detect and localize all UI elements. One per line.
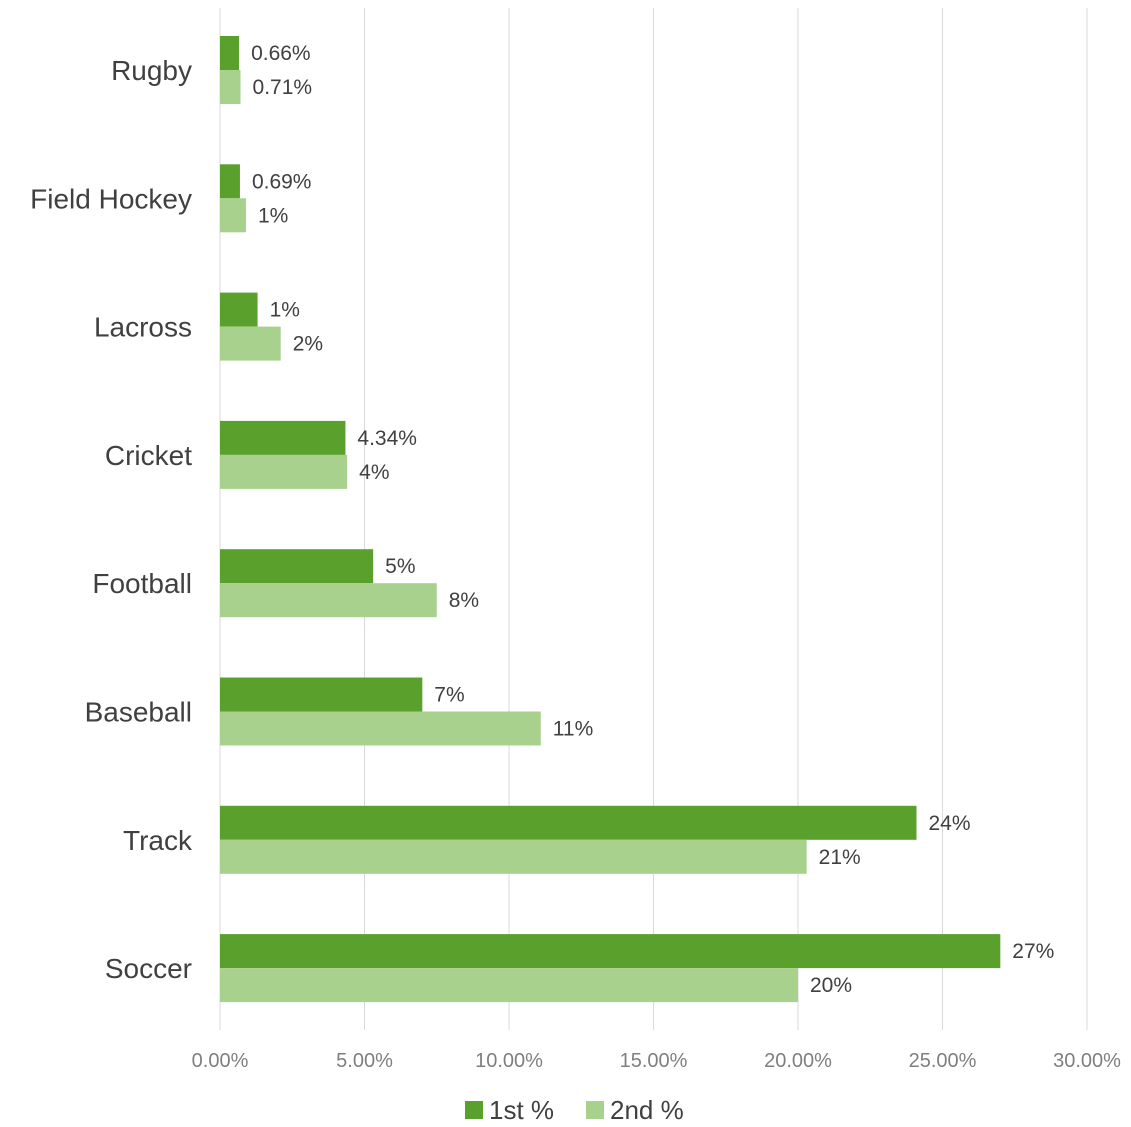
x-tick-label: 10.00% <box>475 1050 543 1072</box>
data-label: 4.34% <box>357 427 417 450</box>
bar-1st <box>220 292 258 327</box>
legend: 1st % 2nd % <box>465 1095 684 1125</box>
legend-swatch-1st <box>465 1101 483 1119</box>
bar-1st <box>220 934 1001 969</box>
data-labels: 0.66% 0.71% 0.69% 1% 1% 2% 4.34% 4% 5% 8% 7% 11% 24%… <box>251 42 1054 997</box>
legend-swatch-2nd <box>586 1101 604 1119</box>
x-tick-label: 25.00% <box>909 1050 977 1072</box>
data-label: 27% <box>1012 940 1054 963</box>
data-label: 8% <box>449 589 479 612</box>
category-labels: Rugby Field Hockey Lacross Cricket Football B… <box>30 55 193 984</box>
category-label: Football <box>92 568 192 599</box>
bar-1st <box>220 420 346 455</box>
data-label: 24% <box>928 812 970 835</box>
bar-2nd <box>220 839 807 874</box>
data-label: 21% <box>819 846 861 869</box>
data-label: 11% <box>553 718 593 741</box>
legend-label-2nd: 2nd % <box>610 1095 684 1125</box>
category-label: Field Hockey <box>30 183 192 214</box>
category-label: Soccer <box>105 953 192 984</box>
bar-2nd <box>220 583 437 618</box>
x-tick-label: 0.00% <box>192 1050 249 1072</box>
data-label: 0.69% <box>252 170 312 193</box>
bar-1st <box>220 677 423 712</box>
bar-2nd <box>220 326 281 361</box>
category-label: Cricket <box>105 440 192 471</box>
data-label: 0.71% <box>253 76 313 99</box>
x-tick-label: 15.00% <box>620 1050 688 1072</box>
gridlines <box>219 8 1088 1030</box>
bar-1st <box>220 805 917 840</box>
bar-2nd <box>220 711 541 746</box>
x-tick-label: 5.00% <box>336 1050 393 1072</box>
category-label: Baseball <box>85 697 192 728</box>
bar-1st <box>220 549 374 584</box>
category-label: Lacross <box>94 312 192 343</box>
x-tick-label: 20.00% <box>764 1050 832 1072</box>
bar-1st <box>220 36 240 70</box>
data-label: 7% <box>434 684 464 707</box>
data-label: 0.66% <box>251 42 311 65</box>
bar-2nd <box>220 198 247 233</box>
data-label: 2% <box>293 333 323 356</box>
bar-1st <box>220 164 240 199</box>
data-label: 4% <box>359 461 389 484</box>
bars <box>220 36 1001 1003</box>
bar-2nd <box>220 454 348 489</box>
category-label: Track <box>123 825 193 856</box>
legend-label-1st: 1st % <box>489 1095 554 1125</box>
data-label: 20% <box>810 974 852 997</box>
bar-2nd <box>220 70 241 104</box>
data-label: 1% <box>258 204 288 227</box>
data-label: 1% <box>270 299 300 322</box>
x-tick-label: 30.00% <box>1053 1050 1121 1072</box>
data-label: 5% <box>385 555 415 578</box>
bar-2nd <box>220 968 798 1003</box>
category-label: Rugby <box>111 55 192 86</box>
x-axis-tick-labels: 0.00% 5.00% 10.00% 15.00% 20.00% 25.00% 30.00% <box>192 1050 1121 1072</box>
